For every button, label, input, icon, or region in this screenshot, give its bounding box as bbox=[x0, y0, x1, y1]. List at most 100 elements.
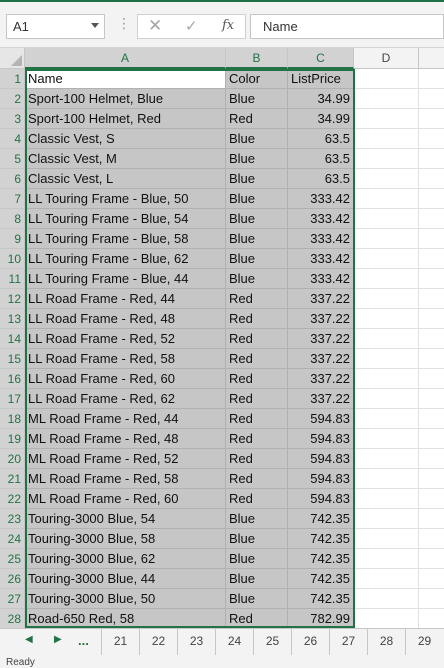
cell-empty[interactable] bbox=[419, 489, 444, 509]
cell-name[interactable]: Touring-3000 Blue, 54 bbox=[25, 509, 226, 529]
cell-empty[interactable] bbox=[354, 609, 419, 629]
cell-empty[interactable] bbox=[354, 269, 419, 289]
row-header[interactable]: 24 bbox=[0, 529, 25, 549]
cell-empty[interactable] bbox=[419, 229, 444, 249]
cell-listprice[interactable]: 742.35 bbox=[288, 569, 354, 589]
cell-empty[interactable] bbox=[419, 209, 444, 229]
check-icon[interactable]: ✓ bbox=[185, 18, 198, 35]
column-header-e[interactable] bbox=[419, 48, 444, 69]
cell-name[interactable]: LL Road Frame - Red, 62 bbox=[25, 389, 226, 409]
cell-empty[interactable] bbox=[419, 429, 444, 449]
cell-color[interactable]: Red bbox=[226, 409, 288, 429]
column-header-c[interactable]: C bbox=[288, 48, 354, 69]
cell-listprice[interactable]: 333.42 bbox=[288, 189, 354, 209]
scroll-left-icon[interactable]: ◀ bbox=[25, 634, 33, 645]
insert-function-icon[interactable]: fx bbox=[222, 18, 235, 33]
cell-name[interactable]: ML Road Frame - Red, 60 bbox=[25, 489, 226, 509]
cell-color[interactable]: Blue bbox=[226, 589, 288, 609]
cell-empty[interactable] bbox=[419, 169, 444, 189]
cell-listprice[interactable]: 63.5 bbox=[288, 149, 354, 169]
cell-empty[interactable] bbox=[419, 369, 444, 389]
cell-empty[interactable] bbox=[354, 569, 419, 589]
cell-empty[interactable] bbox=[419, 569, 444, 589]
formula-bar-grip-icon[interactable]: ⋮ bbox=[117, 15, 131, 31]
cell-name[interactable]: LL Road Frame - Red, 58 bbox=[25, 349, 226, 369]
cell-empty[interactable] bbox=[354, 389, 419, 409]
row-header[interactable]: 17 bbox=[0, 389, 25, 409]
column-header-a[interactable]: A bbox=[25, 48, 226, 69]
row-header[interactable]: 18 bbox=[0, 409, 25, 429]
cell-empty[interactable] bbox=[419, 529, 444, 549]
cell-empty[interactable] bbox=[354, 429, 419, 449]
sheet-tab[interactable]: 21 bbox=[101, 629, 139, 655]
row-header[interactable]: 21 bbox=[0, 469, 25, 489]
row-header[interactable]: 20 bbox=[0, 449, 25, 469]
cell-empty[interactable] bbox=[419, 449, 444, 469]
cell-color[interactable]: Blue bbox=[226, 249, 288, 269]
cell-name[interactable]: LL Touring Frame - Blue, 58 bbox=[25, 229, 226, 249]
cell-empty[interactable] bbox=[354, 509, 419, 529]
cell-color[interactable]: Red bbox=[226, 429, 288, 449]
cell-color[interactable]: Blue bbox=[226, 89, 288, 109]
cell-color[interactable]: Red bbox=[226, 489, 288, 509]
cell-color[interactable]: Blue bbox=[226, 509, 288, 529]
sheet-tab[interactable]: 25 bbox=[253, 629, 291, 655]
row-header[interactable]: 7 bbox=[0, 189, 25, 209]
cell-name[interactable]: Sport-100 Helmet, Red bbox=[25, 109, 226, 129]
row-header[interactable]: 14 bbox=[0, 329, 25, 349]
cell-empty[interactable] bbox=[419, 409, 444, 429]
cell-name[interactable]: Classic Vest, M bbox=[25, 149, 226, 169]
cell-listprice[interactable]: 337.22 bbox=[288, 329, 354, 349]
cell-color[interactable]: Blue bbox=[226, 269, 288, 289]
cell-empty[interactable] bbox=[354, 529, 419, 549]
cell-empty[interactable] bbox=[419, 249, 444, 269]
cell-empty[interactable] bbox=[354, 229, 419, 249]
select-all-button[interactable] bbox=[0, 48, 25, 69]
cell-empty[interactable] bbox=[419, 389, 444, 409]
cell-empty[interactable] bbox=[419, 589, 444, 609]
cell-listprice[interactable]: 34.99 bbox=[288, 89, 354, 109]
cell-empty[interactable] bbox=[419, 89, 444, 109]
cell-color[interactable]: Red bbox=[226, 329, 288, 349]
row-header[interactable]: 26 bbox=[0, 569, 25, 589]
cell-empty[interactable] bbox=[354, 129, 419, 149]
row-header[interactable]: 25 bbox=[0, 549, 25, 569]
cell-listprice[interactable]: 594.83 bbox=[288, 429, 354, 449]
cell-empty[interactable] bbox=[419, 109, 444, 129]
row-header[interactable]: 12 bbox=[0, 289, 25, 309]
cell-empty[interactable] bbox=[354, 409, 419, 429]
cell-empty[interactable] bbox=[419, 329, 444, 349]
x-icon[interactable]: ✕ bbox=[148, 16, 163, 35]
cell-color[interactable]: Color bbox=[226, 69, 288, 89]
cell-listprice[interactable]: 594.83 bbox=[288, 469, 354, 489]
row-header[interactable]: 3 bbox=[0, 109, 25, 129]
cell-empty[interactable] bbox=[419, 549, 444, 569]
cell-name[interactable]: ML Road Frame - Red, 44 bbox=[25, 409, 226, 429]
cell-color[interactable]: Red bbox=[226, 289, 288, 309]
cell-empty[interactable] bbox=[354, 369, 419, 389]
cell-empty[interactable] bbox=[419, 349, 444, 369]
cell-listprice[interactable]: 337.22 bbox=[288, 349, 354, 369]
cell-name[interactable]: Road-650 Red, 58 bbox=[25, 609, 226, 629]
cell-empty[interactable] bbox=[419, 609, 444, 629]
cell-name[interactable]: LL Touring Frame - Blue, 44 bbox=[25, 269, 226, 289]
cell-listprice[interactable]: 337.22 bbox=[288, 309, 354, 329]
cell-listprice[interactable]: 333.42 bbox=[288, 229, 354, 249]
cell-empty[interactable] bbox=[419, 189, 444, 209]
row-header[interactable]: 16 bbox=[0, 369, 25, 389]
cell-listprice[interactable]: 594.83 bbox=[288, 449, 354, 469]
cell-empty[interactable] bbox=[419, 309, 444, 329]
cell-name[interactable]: LL Road Frame - Red, 48 bbox=[25, 309, 226, 329]
cell-listprice[interactable]: 742.35 bbox=[288, 549, 354, 569]
cell-empty[interactable] bbox=[419, 129, 444, 149]
cell-listprice[interactable]: 594.83 bbox=[288, 409, 354, 429]
column-header-b[interactable]: B bbox=[226, 48, 288, 69]
cell-color[interactable]: Blue bbox=[226, 569, 288, 589]
row-header[interactable]: 5 bbox=[0, 149, 25, 169]
cell-empty[interactable] bbox=[419, 69, 444, 89]
cell-name[interactable]: Touring-3000 Blue, 50 bbox=[25, 589, 226, 609]
cell-color[interactable]: Red bbox=[226, 469, 288, 489]
cell-listprice[interactable]: 742.35 bbox=[288, 589, 354, 609]
cell-empty[interactable] bbox=[354, 549, 419, 569]
cell-listprice[interactable]: 337.22 bbox=[288, 289, 354, 309]
